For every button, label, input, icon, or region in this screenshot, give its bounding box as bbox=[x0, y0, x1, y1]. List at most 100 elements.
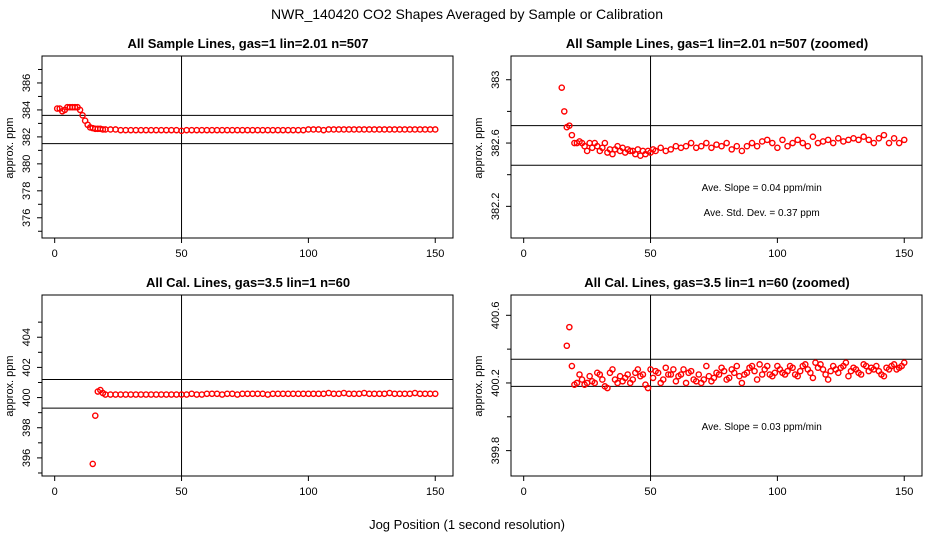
x-tick-label: 0 bbox=[521, 248, 527, 260]
data-point bbox=[99, 126, 107, 133]
data-point bbox=[890, 134, 898, 142]
data-point bbox=[659, 376, 667, 383]
data-point bbox=[763, 136, 771, 144]
data-point bbox=[576, 371, 583, 378]
data-point bbox=[756, 361, 763, 368]
panel-cal-lines-zoomed: All Cal. Lines, gas=3.5 lin=1 n=60 (zoom… bbox=[473, 275, 923, 498]
x-tick-label: 150 bbox=[426, 248, 444, 260]
data-point bbox=[842, 359, 850, 366]
x-tick-label: 100 bbox=[299, 248, 317, 260]
data-point bbox=[601, 139, 609, 147]
plot-frame bbox=[41, 55, 454, 239]
data-point bbox=[875, 134, 883, 142]
data-point bbox=[626, 147, 634, 155]
data-point bbox=[895, 139, 903, 147]
data-point bbox=[873, 362, 880, 370]
x-tick-label: 150 bbox=[426, 486, 444, 498]
data-point bbox=[715, 371, 723, 378]
data-point bbox=[599, 376, 606, 383]
data-point bbox=[703, 139, 710, 147]
data-point bbox=[695, 371, 703, 378]
plot-area: 0 50 100 150 396 398 400 402 404 bbox=[21, 294, 454, 498]
data-point bbox=[748, 139, 756, 147]
data-point bbox=[672, 377, 680, 385]
x-tick-label: 50 bbox=[644, 248, 656, 260]
panel-title: All Cal. Lines, gas=3.5 lin=1 n=60 (zoom… bbox=[584, 275, 850, 290]
data-point bbox=[753, 142, 761, 150]
data-point bbox=[728, 146, 736, 153]
data-point bbox=[708, 144, 715, 152]
panel-cal-lines: All Cal. Lines, gas=3.5 lin=1 n=60 appro… bbox=[4, 275, 454, 498]
data-point bbox=[834, 369, 842, 377]
data-point bbox=[79, 112, 86, 119]
y-tick-label: 380 bbox=[21, 155, 33, 173]
y-axis-label: approx. ppm bbox=[4, 355, 16, 416]
data-point bbox=[386, 389, 393, 397]
data-point bbox=[697, 142, 705, 150]
data-point bbox=[804, 142, 812, 150]
y-tick-label: 398 bbox=[21, 419, 33, 437]
y-tick-label: 382.2 bbox=[490, 193, 502, 221]
y-tick-label: 404 bbox=[21, 328, 33, 346]
data-point bbox=[829, 139, 837, 147]
data-point bbox=[431, 126, 439, 133]
data-point bbox=[360, 389, 368, 397]
x-tick-label: 100 bbox=[768, 248, 786, 260]
y-tick-label: 402 bbox=[21, 358, 33, 376]
data-point bbox=[629, 376, 637, 383]
x-tick-label: 50 bbox=[644, 486, 656, 498]
data-point bbox=[657, 144, 664, 152]
data-point bbox=[774, 144, 781, 152]
data-point bbox=[682, 379, 690, 387]
data-point bbox=[779, 136, 786, 144]
data-point bbox=[723, 139, 730, 147]
data-point bbox=[667, 146, 675, 153]
data-point bbox=[604, 384, 611, 392]
data-point bbox=[687, 367, 695, 375]
panel-sample-lines-zoomed: All Sample Lines, gas=1 lin=2.01 n=507 (… bbox=[473, 36, 923, 260]
stat-annotation: Ave. Slope = 0.04 ppm/min bbox=[702, 183, 822, 194]
data-point bbox=[687, 139, 695, 147]
data-point bbox=[796, 367, 804, 375]
data-point bbox=[700, 376, 708, 383]
data-point bbox=[583, 147, 591, 155]
x-tick-label: 50 bbox=[175, 248, 187, 260]
data-point bbox=[566, 323, 573, 331]
data-point bbox=[718, 142, 725, 150]
data-point bbox=[591, 379, 599, 387]
data-point bbox=[725, 374, 733, 382]
data-point bbox=[809, 133, 817, 141]
data-point bbox=[751, 367, 758, 375]
data-point bbox=[264, 391, 272, 398]
data-point bbox=[558, 84, 566, 91]
plot-frame bbox=[510, 294, 923, 477]
x-tick-label: 100 bbox=[768, 486, 786, 498]
plot-area: 0 50 100 150 376 378 380 382 384 386 bbox=[21, 55, 454, 260]
data-point bbox=[794, 372, 801, 380]
data-point bbox=[325, 389, 332, 397]
data-point bbox=[743, 369, 751, 377]
data-point bbox=[76, 106, 84, 114]
y-tick-label: 400.2 bbox=[490, 369, 502, 397]
data-point bbox=[870, 139, 878, 147]
data-point bbox=[857, 371, 865, 378]
data-point bbox=[624, 371, 632, 378]
data-point bbox=[581, 142, 588, 150]
x-tick-label: 0 bbox=[52, 248, 58, 260]
data-point bbox=[677, 371, 685, 378]
data-point bbox=[188, 390, 195, 398]
data-point bbox=[609, 366, 616, 373]
stat-annotation: Ave. Std. Dev. = 0.37 ppm bbox=[704, 208, 820, 219]
data-point bbox=[667, 371, 675, 378]
y-tick-label: 396 bbox=[21, 449, 33, 467]
y-tick-label: 376 bbox=[21, 209, 33, 227]
data-point bbox=[738, 147, 746, 155]
data-point bbox=[807, 369, 814, 377]
data-point bbox=[794, 136, 801, 144]
data-point bbox=[644, 384, 652, 392]
data-point bbox=[703, 362, 710, 370]
data-point bbox=[753, 376, 761, 383]
data-point bbox=[890, 361, 898, 368]
x-tick-label: 0 bbox=[521, 486, 527, 498]
data-point bbox=[769, 139, 776, 147]
